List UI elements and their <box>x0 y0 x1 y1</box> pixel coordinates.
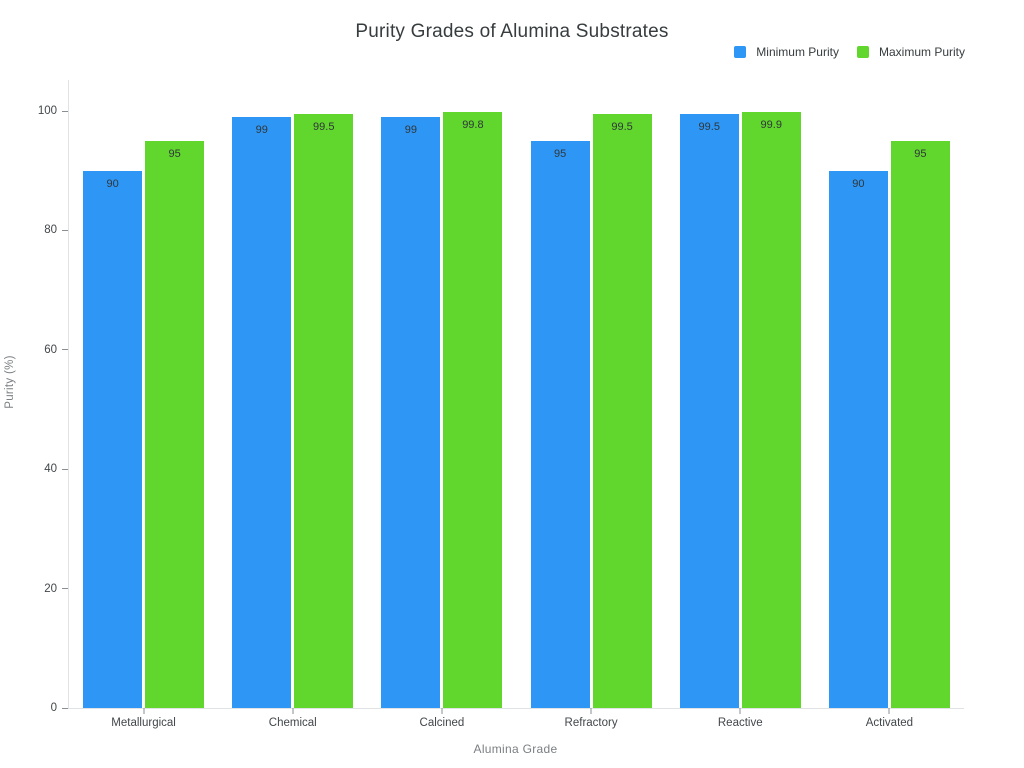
x-tick-label-chemical: Chemical <box>268 717 317 729</box>
bar-minimum-purity-calcined[interactable]: 99 <box>381 117 441 708</box>
legend: Minimum Purity Maximum Purity <box>734 45 965 59</box>
bar-maximum-purity-calcined[interactable]: 99.8 <box>443 112 503 708</box>
bar-maximum-purity-metallurgical[interactable]: 95 <box>145 140 205 708</box>
y-tick-mark <box>62 229 68 231</box>
y-tick-mark <box>62 349 68 351</box>
bar-maximum-purity-reactive[interactable]: 99.9 <box>741 111 801 708</box>
y-tick-mark <box>62 468 68 470</box>
bar-value-label: 99.9 <box>760 118 782 131</box>
y-tick-mark <box>62 588 68 590</box>
bar-value-label: 99.5 <box>611 121 633 134</box>
x-axis-title: Alumina Grade <box>473 742 558 756</box>
legend-item-maximum-purity[interactable]: Maximum Purity <box>856 45 965 59</box>
bar-value-label: 99.5 <box>313 121 335 134</box>
bar-minimum-purity-activated[interactable]: 90 <box>828 170 888 708</box>
x-tick-mark <box>292 708 294 714</box>
legend-swatch-icon <box>856 46 869 58</box>
bar-minimum-purity-chemical[interactable]: 99 <box>232 117 292 708</box>
x-tick-mark <box>590 708 592 714</box>
bar-maximum-purity-activated[interactable]: 95 <box>890 140 950 708</box>
y-tick-label: 0 <box>50 702 57 714</box>
bar-minimum-purity-refractory[interactable]: 95 <box>530 140 590 708</box>
x-tick-mark <box>143 708 145 714</box>
y-tick-mark <box>62 707 68 709</box>
x-tick-label-reactive: Reactive <box>717 717 763 729</box>
legend-item-minimum-purity[interactable]: Minimum Purity <box>734 45 839 59</box>
bar-minimum-purity-reactive[interactable]: 99.5 <box>679 114 739 708</box>
legend-label: Maximum Purity <box>878 45 965 59</box>
y-tick-mark <box>62 110 68 112</box>
x-tick-label-refractory: Refractory <box>564 717 618 729</box>
x-tick-mark <box>739 708 741 714</box>
y-tick-label: 40 <box>44 463 57 476</box>
bar-value-label: 99 <box>255 124 268 137</box>
x-tick-label-metallurgical: Metallurgical <box>111 717 176 729</box>
x-tick-label-activated: Activated <box>865 717 914 729</box>
y-tick-label: 100 <box>37 105 57 118</box>
bar-value-label: 90 <box>106 177 119 190</box>
chart-title: Purity Grades of Alumina Substrates <box>355 21 669 42</box>
plot-area: 0 20 40 60 80 100 Metallurgical 90 95 Chemical 99 9… <box>38 80 964 729</box>
x-tick-mark <box>888 708 890 714</box>
x-tick-mark <box>441 708 443 714</box>
bar-value-label: 99.8 <box>462 119 484 132</box>
y-tick-label: 80 <box>44 224 57 237</box>
bar-value-label: 99.5 <box>698 121 720 134</box>
y-tick-label: 60 <box>44 343 57 356</box>
legend-swatch-icon <box>734 46 747 58</box>
bar-maximum-purity-refractory[interactable]: 99.5 <box>592 114 652 708</box>
bar-value-label: 90 <box>852 177 865 190</box>
bar-maximum-purity-chemical[interactable]: 99.5 <box>294 114 354 708</box>
bar-value-label: 95 <box>914 147 927 160</box>
bar-value-label: 99 <box>404 124 418 137</box>
legend-label: Minimum Purity <box>756 45 839 59</box>
bar-value-label: 95 <box>553 147 567 160</box>
bar-value-label: 95 <box>168 147 181 160</box>
x-tick-label-calcined: Calcined <box>419 717 465 729</box>
y-tick-label: 20 <box>44 582 57 595</box>
bar-minimum-purity-metallurgical[interactable]: 90 <box>83 170 143 708</box>
